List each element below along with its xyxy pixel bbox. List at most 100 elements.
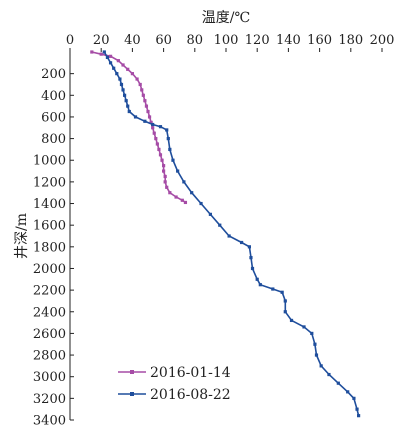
- series-point: [355, 407, 359, 411]
- series-point: [247, 245, 251, 249]
- y-tick-label: 2600: [33, 327, 66, 342]
- series-point: [123, 93, 127, 97]
- legend: 2016-01-14 2016-08-22: [118, 365, 231, 403]
- y-tick-label: 2800: [33, 349, 66, 364]
- legend-marker: [130, 370, 134, 374]
- series-point: [115, 72, 119, 76]
- series-point: [162, 164, 166, 168]
- y-tick-label: 3200: [33, 392, 66, 407]
- series-point: [144, 104, 149, 108]
- series-point: [180, 198, 184, 202]
- series-point: [250, 266, 255, 271]
- series-point: [313, 342, 317, 346]
- series-point: [155, 142, 159, 146]
- series-point: [130, 72, 134, 76]
- series-point: [90, 50, 94, 54]
- legend-label: 2016-08-22: [150, 387, 231, 403]
- series-point: [133, 115, 138, 119]
- series-point: [283, 310, 287, 314]
- series-point: [218, 223, 222, 227]
- series-point: [271, 287, 275, 291]
- series-point: [121, 88, 125, 92]
- y-tick-label: 400: [41, 89, 66, 104]
- series-point: [174, 195, 178, 199]
- series-point: [151, 126, 155, 130]
- series-point: [258, 283, 262, 287]
- series-point: [138, 82, 142, 87]
- series-point: [176, 169, 180, 173]
- series-point: [108, 61, 113, 65]
- series-point: [165, 185, 169, 189]
- series-point: [160, 158, 164, 162]
- x-axis-ticks: 0 20 40 60 80 100 120 140 160 180 200: [66, 33, 395, 52]
- x-tick-label: 180: [338, 33, 363, 48]
- series-point: [147, 115, 152, 119]
- legend-marker: [130, 392, 134, 396]
- series-point: [102, 50, 106, 54]
- x-tick-label: 160: [307, 33, 332, 48]
- series-point: [141, 93, 145, 97]
- series-point: [149, 120, 153, 124]
- x-tick-label: 100: [214, 33, 239, 48]
- series-point: [249, 256, 253, 260]
- series-point: [168, 191, 172, 195]
- series-point: [319, 364, 323, 368]
- series-point: [119, 82, 124, 87]
- x-tick-label: 80: [187, 33, 204, 48]
- series-point: [352, 396, 356, 400]
- series-point: [289, 318, 294, 323]
- series-group: [90, 50, 361, 418]
- series-point: [208, 212, 212, 216]
- x-tick-label: 40: [124, 33, 141, 48]
- series-point: [118, 77, 122, 81]
- y-axis-title: 井深/m: [14, 213, 30, 259]
- x-tick-label: 140: [276, 33, 301, 48]
- series-point: [240, 240, 244, 245]
- series-point: [158, 153, 163, 157]
- series-point: [163, 180, 167, 184]
- series-point: [171, 158, 175, 162]
- series-point: [190, 191, 194, 195]
- series-point: [165, 128, 169, 132]
- y-tick-label: 3400: [33, 414, 66, 428]
- series-point: [162, 169, 166, 173]
- series-point: [151, 122, 155, 127]
- y-tick-label: 3000: [33, 370, 66, 385]
- series-point: [126, 67, 130, 71]
- series-point: [146, 109, 150, 114]
- series-point: [283, 299, 287, 303]
- x-axis-title: 温度/℃: [202, 10, 250, 26]
- series-point: [227, 234, 231, 238]
- x-tick-label: 20: [93, 33, 110, 48]
- series-line-1: [91, 51, 186, 204]
- series-point: [121, 63, 125, 67]
- series-point: [183, 200, 188, 205]
- x-tick-label: 200: [370, 33, 395, 48]
- series-point: [116, 59, 120, 63]
- series-point: [168, 147, 172, 152]
- series-point: [336, 381, 340, 385]
- series-point: [108, 54, 113, 58]
- series-point: [124, 99, 128, 103]
- x-tick-label: 120: [245, 33, 270, 48]
- series-point: [126, 104, 130, 108]
- series-point: [199, 201, 203, 206]
- series-point: [302, 325, 306, 329]
- y-tick-label: 800: [41, 132, 66, 147]
- series-point: [163, 174, 167, 179]
- series-point: [357, 414, 361, 418]
- x-tick-label: 0: [66, 33, 74, 48]
- y-tick-label: 1200: [33, 175, 66, 190]
- y-tick-label: 1800: [33, 240, 66, 255]
- series-point: [152, 131, 156, 135]
- y-tick-label: 2000: [33, 262, 66, 277]
- y-tick-label: 1600: [33, 219, 66, 234]
- series-point: [280, 290, 284, 294]
- y-tick-label: 2200: [33, 284, 66, 299]
- series-point: [314, 353, 319, 357]
- legend-label: 2016-01-14: [150, 365, 231, 381]
- series-point: [105, 55, 110, 60]
- series-line-2: [103, 51, 360, 416]
- series-point: [154, 136, 158, 141]
